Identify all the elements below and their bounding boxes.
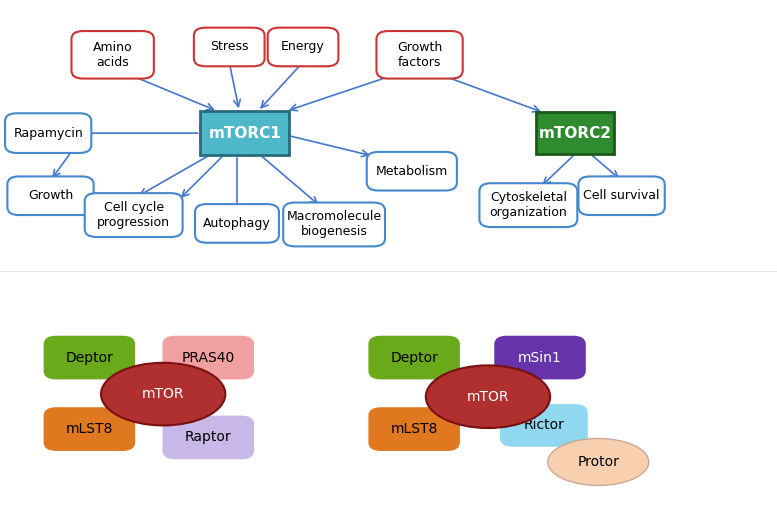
FancyBboxPatch shape (479, 183, 577, 227)
FancyBboxPatch shape (369, 337, 459, 379)
Text: mSin1: mSin1 (518, 351, 562, 364)
Text: Stress: Stress (210, 41, 249, 53)
Ellipse shape (426, 365, 550, 428)
Text: Macromolecule
biogenesis: Macromolecule biogenesis (287, 210, 382, 239)
Text: Growth: Growth (28, 189, 73, 202)
FancyBboxPatch shape (163, 417, 253, 459)
FancyBboxPatch shape (195, 204, 279, 243)
FancyBboxPatch shape (376, 31, 463, 78)
Text: Amino
acids: Amino acids (93, 41, 132, 69)
Text: PRAS40: PRAS40 (182, 351, 235, 364)
FancyBboxPatch shape (367, 152, 457, 191)
Text: Energy: Energy (281, 41, 325, 53)
Text: Growth
factors: Growth factors (397, 41, 442, 69)
FancyBboxPatch shape (495, 337, 585, 379)
FancyBboxPatch shape (536, 112, 614, 154)
Text: Cytoskeletal
organization: Cytoskeletal organization (490, 191, 567, 219)
FancyBboxPatch shape (200, 111, 289, 156)
Text: Rictor: Rictor (524, 419, 564, 432)
Text: mTORC1: mTORC1 (208, 126, 281, 140)
Text: Protor: Protor (577, 455, 619, 469)
FancyBboxPatch shape (194, 28, 264, 66)
FancyBboxPatch shape (267, 28, 339, 66)
Ellipse shape (101, 363, 225, 425)
Text: mTORC2: mTORC2 (538, 126, 611, 140)
Text: Autophagy: Autophagy (203, 217, 271, 230)
Text: mTOR: mTOR (467, 390, 509, 404)
FancyBboxPatch shape (283, 203, 385, 246)
FancyBboxPatch shape (369, 408, 459, 450)
FancyBboxPatch shape (5, 113, 92, 153)
FancyBboxPatch shape (578, 176, 665, 215)
FancyBboxPatch shape (500, 405, 587, 446)
Text: mLST8: mLST8 (66, 422, 113, 436)
FancyBboxPatch shape (71, 31, 154, 78)
Text: Deptor: Deptor (65, 351, 113, 364)
Text: Rapamycin: Rapamycin (13, 127, 83, 139)
FancyBboxPatch shape (85, 193, 183, 237)
FancyBboxPatch shape (163, 337, 253, 379)
Text: Deptor: Deptor (390, 351, 438, 364)
FancyBboxPatch shape (8, 176, 93, 215)
Ellipse shape (548, 438, 649, 485)
FancyBboxPatch shape (44, 337, 134, 379)
Text: Metabolism: Metabolism (376, 165, 448, 177)
FancyBboxPatch shape (44, 408, 134, 450)
Text: Cell survival: Cell survival (584, 189, 660, 202)
Text: mLST8: mLST8 (391, 422, 437, 436)
Text: Cell cycle
progression: Cell cycle progression (97, 201, 170, 229)
Text: mTOR: mTOR (142, 387, 184, 401)
Text: Raptor: Raptor (185, 431, 232, 444)
